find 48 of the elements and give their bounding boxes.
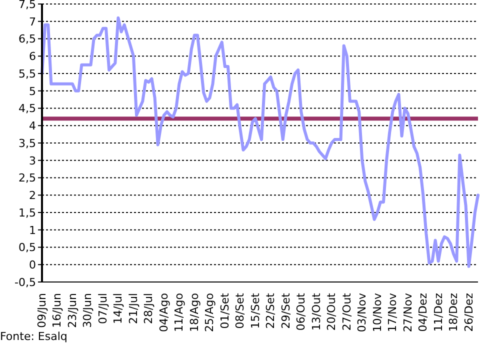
x-tick-label: 25/Ago xyxy=(203,292,216,332)
y-tick-label: 0,5 xyxy=(18,241,36,254)
x-tick-label: 30/Jun xyxy=(81,292,94,328)
x-tick-label: 03/Nov xyxy=(356,292,369,332)
y-tick-label: 1,5 xyxy=(18,206,36,220)
y-tick-label: 2,5 xyxy=(18,172,36,185)
x-tick-label: 01/Set xyxy=(218,292,232,329)
y-tick-label: 6 xyxy=(29,50,36,64)
y-tick-label: 7 xyxy=(29,15,36,28)
x-tick-label: 27/Nov xyxy=(401,292,414,332)
x-tick-label: 13/Out xyxy=(310,292,323,331)
line-series xyxy=(40,16,480,268)
x-tick-label: 11/Dez xyxy=(432,292,445,332)
y-tick-label: 4,5 xyxy=(18,102,36,116)
x-tick-label: 20/Out xyxy=(325,292,338,331)
y-tick-label: 5,5 xyxy=(18,67,36,80)
x-tick-label: 04/Ago xyxy=(157,292,170,332)
x-tick-label: 17/Nov xyxy=(386,292,400,332)
x-tick-label: 22/Set xyxy=(264,292,278,329)
x-tick-label: 11/Ago xyxy=(172,292,186,332)
y-tick-label: 7,5 xyxy=(18,0,36,11)
x-tick-label: 21/Jul xyxy=(126,293,140,324)
x-tick-label: 10/Nov xyxy=(370,292,384,332)
x-tick-label: 09/Jun xyxy=(36,292,48,328)
x-tick-label: 08/Set xyxy=(234,292,247,329)
x-tick-label: 28/Jul xyxy=(142,293,156,324)
source-note: Fonte: Esalq xyxy=(0,330,68,344)
y-tick-label: 0 xyxy=(29,258,36,272)
x-tick-label: 18/Dez xyxy=(447,292,460,332)
x-tick-label: 15/Set xyxy=(248,292,262,329)
y-tick-label: 6,5 xyxy=(18,32,36,46)
x-tick-label: 26/Dez xyxy=(462,292,476,332)
y-tick-label: 2 xyxy=(29,189,36,202)
x-tick-label: 18/Ago xyxy=(188,292,201,332)
y-tick-label: 3,5 xyxy=(18,136,36,150)
y-tick-label: -0,5 xyxy=(14,276,36,289)
x-tick-label: 23/Jun xyxy=(66,292,79,328)
x-tick-label: 16/Jun xyxy=(50,292,64,328)
y-tick-label: 5 xyxy=(29,84,36,98)
y-tick-label: 1 xyxy=(29,224,36,237)
x-tick-label: 29/Set xyxy=(279,292,292,329)
x-tick-label: 07/Jul xyxy=(96,293,110,324)
x-tick-label: 14/Jul xyxy=(112,293,125,324)
x-tick-label: 27/Out xyxy=(340,292,354,331)
y-tick-label: 3 xyxy=(29,154,36,168)
y-tick-label: 4 xyxy=(29,120,36,133)
x-tick-label: 04/Dez xyxy=(416,292,430,332)
x-tick-label: 06/Out xyxy=(294,292,308,331)
